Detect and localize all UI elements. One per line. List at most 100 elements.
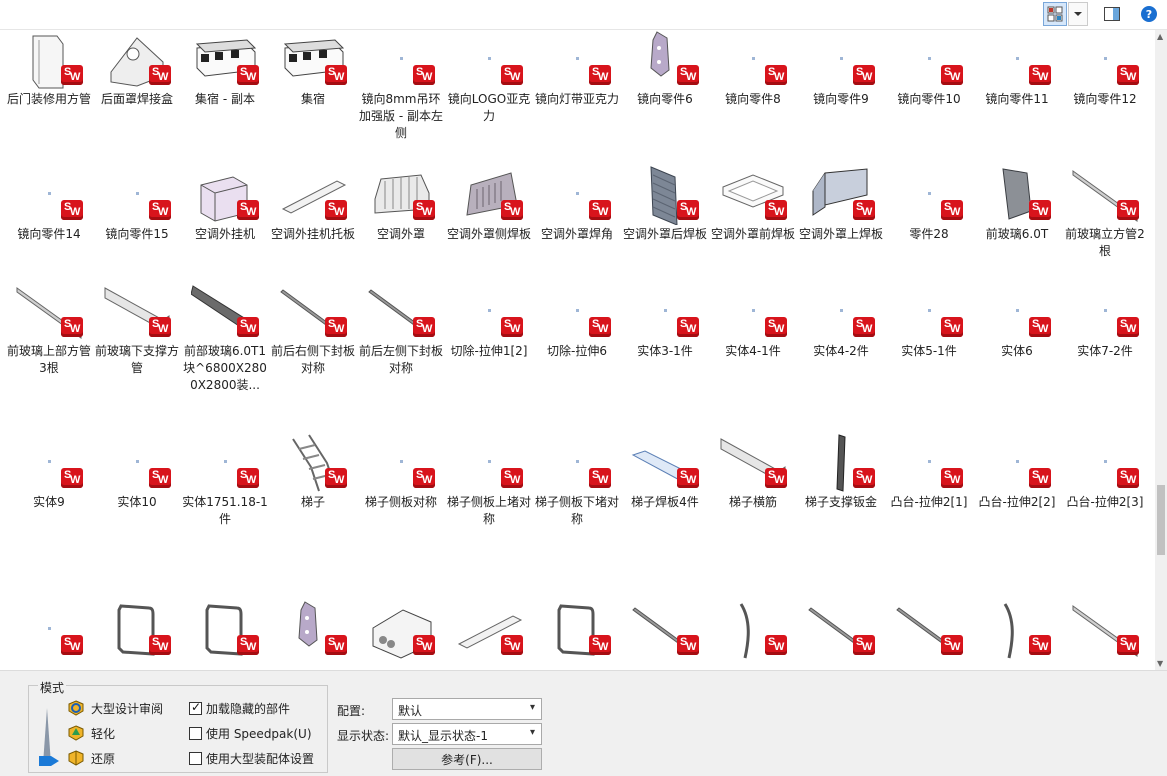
file-item[interactable]: S W 镜向8mm吊环加强版 - 副本左侧 [357, 30, 445, 170]
file-name: 空调外罩 [357, 226, 445, 243]
thumbnail-view-button[interactable] [1043, 2, 1067, 26]
file-item[interactable]: S W 前后右侧下封板对称 [269, 282, 357, 422]
solidworks-file-icon: SW [325, 317, 347, 337]
file-item[interactable]: S W 镜向零件9 [797, 30, 885, 170]
solidworks-file-icon: SW [765, 635, 787, 655]
scroll-up-icon[interactable]: ▲ [1157, 32, 1163, 41]
solidworks-file-icon: SW [941, 635, 963, 655]
solidworks-file-icon: SW [941, 200, 963, 220]
file-name: 镜向零件9 [797, 91, 885, 108]
file-name: 镜向LOGO亚克力 [445, 91, 533, 125]
use-large-assembly-settings-checkbox[interactable]: 使用大型装配体设置 [189, 748, 314, 768]
view-options-dropdown[interactable] [1068, 2, 1088, 26]
file-item[interactable]: S W 实体9 [5, 433, 93, 573]
file-item[interactable]: S W 梯子侧板下堵对称 [533, 433, 621, 573]
file-item[interactable]: S W 梯子焊板4件 [621, 433, 709, 573]
solidworks-file-icon: SW [1029, 317, 1051, 337]
file-name: 前玻璃6.0T [973, 226, 1061, 243]
solidworks-file-icon: SW [149, 317, 171, 337]
file-item[interactable]: S W 实体4-1件 [709, 282, 797, 422]
file-item[interactable]: S W 后面罩焊接盒 [93, 30, 181, 170]
large-design-review-icon [67, 700, 85, 716]
vertical-scrollbar[interactable]: ▲ ▼ [1155, 30, 1167, 670]
file-item[interactable]: S W 梯子支撑钣金 [797, 433, 885, 573]
file-item[interactable]: S W 实体7-2件 [1061, 282, 1149, 422]
file-item[interactable]: S W 镜向零件12 [1061, 30, 1149, 170]
references-button[interactable]: 参考(F)... [392, 748, 542, 770]
file-item[interactable]: S W 镜向零件11 [973, 30, 1061, 170]
file-item[interactable]: S W 实体6 [973, 282, 1061, 422]
checkbox-label: 加载隐藏的部件 [206, 700, 290, 717]
file-item[interactable]: S W 后门装修用方管 [5, 30, 93, 170]
file-name: 空调外挂机 [181, 226, 269, 243]
load-hidden-components-checkbox[interactable]: 加载隐藏的部件 [189, 698, 290, 718]
scroll-down-icon[interactable]: ▼ [1157, 659, 1163, 668]
file-name: 镜向零件11 [973, 91, 1061, 108]
file-item[interactable]: S W 镜向零件8 [709, 30, 797, 170]
file-item[interactable]: S W 前玻璃上部方管3根 [5, 282, 93, 422]
open-options-panel: 模式 大型设计审阅 轻化 还原 加载隐藏的部件 使用 Speedpak(U) 使… [0, 670, 1167, 776]
file-item[interactable]: S W 实体10 [93, 433, 181, 573]
solidworks-file-icon: SW [1029, 635, 1051, 655]
solidworks-file-icon: SW [237, 468, 259, 488]
solidworks-file-icon: SW [501, 65, 523, 85]
preview-pane-button[interactable] [1100, 2, 1124, 26]
file-item[interactable]: S W 前玻璃下支撑方管 [93, 282, 181, 422]
checkbox-unchecked[interactable] [189, 727, 202, 740]
file-item[interactable]: S W 实体5-1件 [885, 282, 973, 422]
solidworks-file-icon: SW [853, 635, 875, 655]
file-item[interactable]: S W 镜向零件6 [621, 30, 709, 170]
file-item[interactable]: S W 梯子侧板上堵对称 [445, 433, 533, 573]
mode-selection-arrow-icon [39, 756, 59, 766]
file-grid: 50X30X2.5(2)[12]50X30X2.5(2)[13]50X30X2.… [0, 0, 1155, 670]
file-item[interactable]: S W 镜向零件10 [885, 30, 973, 170]
checkbox-checked[interactable] [189, 702, 202, 715]
display-state-select[interactable]: 默认_显示状态-1 ▾ [392, 723, 542, 745]
file-item[interactable]: S W 实体1751.18-1件 [181, 433, 269, 573]
file-item[interactable]: S W 凸台-拉伸2[3] [1061, 433, 1149, 573]
scrollbar-thumb[interactable] [1157, 485, 1165, 555]
file-item[interactable]: S W 实体3-1件 [621, 282, 709, 422]
file-name: 前后右侧下封板对称 [269, 343, 357, 377]
config-select[interactable]: 默认 ▾ [392, 698, 542, 720]
file-item[interactable]: S W 梯子横筋 [709, 433, 797, 573]
mode-large-design-review[interactable]: 大型设计审阅 [67, 698, 163, 718]
file-item[interactable]: S W 前部玻璃6.0T1块^6800X2800X2800装... [181, 282, 269, 422]
file-item[interactable]: S W 切除-拉伸1[2] [445, 282, 533, 422]
file-item[interactable]: S W 切除-拉伸6 [533, 282, 621, 422]
file-item[interactable]: S W 实体4-2件 [797, 282, 885, 422]
file-item[interactable]: S W 集宿 [269, 30, 357, 170]
solidworks-file-icon: SW [237, 200, 259, 220]
file-item[interactable]: S W 镜向LOGO亚克力 [445, 30, 533, 170]
solidworks-file-icon: SW [1117, 635, 1139, 655]
checkbox-unchecked[interactable] [189, 752, 202, 765]
file-item[interactable]: S W 镜向灯带亚克力 [533, 30, 621, 170]
file-name: 前玻璃上部方管3根 [5, 343, 93, 377]
mode-resolved[interactable]: 还原 [67, 748, 115, 768]
help-button[interactable]: ? [1138, 2, 1160, 26]
use-speedpak-checkbox[interactable]: 使用 Speedpak(U) [189, 723, 312, 743]
file-item[interactable]: S W 凸台-拉伸2[2] [973, 433, 1061, 573]
mode-lightweight[interactable]: 轻化 [67, 723, 115, 743]
file-item[interactable]: S W 凸台-拉伸2[1] [885, 433, 973, 573]
solidworks-file-icon: SW [589, 65, 611, 85]
file-item[interactable]: S W 梯子 [269, 433, 357, 573]
preview-pane-icon [1104, 7, 1120, 21]
file-item[interactable]: S W 前后左侧下封板对称 [357, 282, 445, 422]
file-item[interactable]: S W 梯子侧板对称 [357, 433, 445, 573]
file-item[interactable]: S W 集宿 - 副本 [181, 30, 269, 170]
